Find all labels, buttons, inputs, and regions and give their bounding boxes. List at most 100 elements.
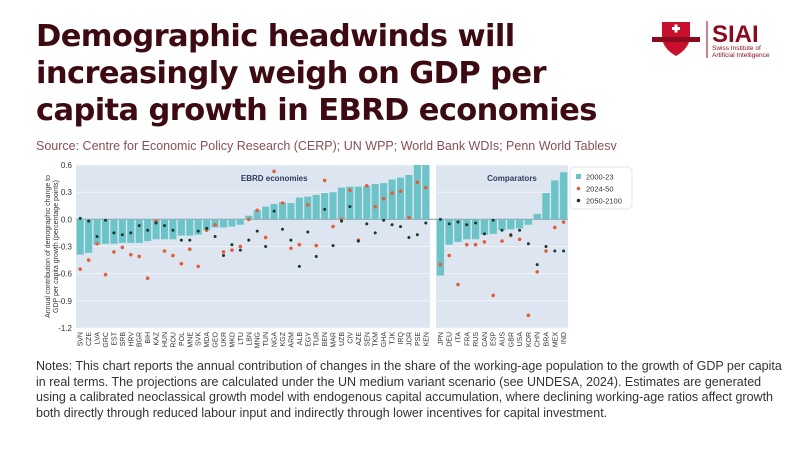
legend-swatch — [576, 174, 581, 179]
demographic-chart: 0.6 0.3 0.0 -0.3 -0.6 -0.9 -1.2 Annual contribu… — [45, 161, 633, 348]
x-tick-label: FRA — [464, 332, 471, 346]
bar-IND — [559, 172, 568, 220]
point-2050-2100-JOR — [407, 235, 411, 239]
x-tick-label: MNE — [187, 332, 194, 348]
point-2024-50-LTU — [238, 244, 243, 249]
bar-IRQ — [396, 177, 405, 220]
point-2024-50-CZE — [86, 258, 91, 262]
point-2050-2100-BRA — [544, 245, 548, 248]
bar-HUN — [160, 219, 169, 240]
bar-GBR — [507, 219, 515, 230]
x-tick-label: MNG — [255, 332, 262, 348]
x-tick-label: AUS — [500, 332, 507, 347]
point-2024-50-FRA — [465, 242, 469, 247]
y-axis-label: Annual contribution of demographic chang… — [45, 175, 60, 318]
x-tick-label: HUN — [162, 332, 169, 347]
point-2050-2100-BIH — [146, 228, 150, 232]
y-tick-label: -1.2 — [58, 324, 72, 333]
bar-HRV — [127, 219, 135, 243]
source-note: Source: Centre for Economic Policy Resea… — [36, 139, 617, 153]
point-2024-50-TKM — [373, 204, 378, 209]
point-2024-50-MAR — [331, 224, 335, 229]
point-2024-50-KOR — [526, 313, 531, 318]
x-tick-label: LVA — [95, 332, 102, 345]
x-tick-label: PSE — [415, 332, 422, 346]
bar-JPN — [436, 219, 445, 276]
point-2024-50-RUS — [473, 242, 478, 247]
point-2050-2100-EGY — [306, 230, 310, 234]
bar-MNG — [253, 210, 261, 220]
bar-FRA — [463, 219, 471, 240]
bar-BEN — [321, 193, 329, 220]
x-tick-label: TUR — [314, 332, 321, 346]
bar-SVK — [194, 219, 202, 235]
point-2024-50-BEN — [322, 178, 327, 183]
point-2024-50-ARM — [289, 246, 293, 251]
bar-LVA — [93, 219, 101, 245]
point-2024-50-AUS — [500, 239, 504, 243]
x-tick-label: NGA — [272, 332, 279, 348]
point-2050-2100-TJK — [390, 223, 394, 227]
bar-CZE — [85, 219, 93, 253]
point-2024-50-POL — [179, 261, 184, 266]
x-tick-label: UKR — [221, 332, 228, 347]
x-tick-label: ESP — [491, 332, 498, 346]
point-2050-2100-TKM — [373, 231, 377, 235]
point-2050-2100-BGR — [137, 224, 141, 228]
point-2024-50-LVA — [95, 241, 99, 246]
x-tick-label: HRV — [128, 332, 135, 347]
bar-ITA — [454, 219, 462, 242]
panel-label: EBRD economies — [241, 174, 308, 183]
shield-icon: SIAI Swiss Institute of Artificial Intel… — [652, 21, 770, 59]
legend-label: 2050-2100 — [586, 197, 622, 206]
x-tick-label: CAN — [482, 332, 489, 347]
point-2050-2100-HUN — [163, 224, 166, 228]
point-2024-50-SEN — [364, 184, 369, 188]
x-tick-label: IRQ — [398, 331, 405, 344]
point-2024-50-ITA — [456, 282, 460, 287]
point-2050-2100-MNG — [255, 229, 259, 233]
point-2024-50-ESP — [491, 293, 496, 298]
bar-MKD — [228, 219, 236, 227]
point-2050-2100-LTU — [238, 248, 242, 252]
bar-POL — [177, 219, 185, 236]
bar-AZE — [354, 186, 362, 220]
point-2050-2100-KOR — [526, 242, 530, 246]
bar-CAN — [480, 219, 489, 235]
svg-text:SIAI: SIAI — [712, 21, 759, 48]
point-2024-50-ROU — [171, 253, 175, 258]
bar-LTU — [236, 219, 244, 225]
legend-label: 2000-23 — [586, 173, 614, 182]
x-tick-label: CHN — [535, 332, 542, 347]
point-2050-2100-CHN — [535, 263, 539, 267]
bar-KEN — [422, 165, 430, 220]
point-2050-2100-ALB — [297, 264, 301, 268]
x-tick-label: SRB — [120, 332, 127, 347]
point-2024-50-KEN — [423, 185, 428, 190]
point-2050-2100-CIV — [348, 205, 352, 209]
bar-JOR — [405, 174, 413, 220]
bar-MAR — [329, 192, 337, 220]
svg-text:Artificial Intelligence: Artificial Intelligence — [712, 52, 770, 59]
legend-swatch — [576, 198, 581, 203]
bar-ARM — [287, 203, 295, 220]
bar-TJK — [388, 179, 396, 220]
bar-RUS — [471, 219, 480, 240]
point-2024-50-EST — [112, 250, 116, 254]
x-tick-label: GBR — [508, 332, 515, 347]
point-2024-50-JOR — [407, 215, 411, 220]
point-2024-50-CHN — [535, 270, 539, 274]
x-tick-label: TUN — [263, 332, 270, 346]
bar-MNE — [186, 219, 194, 236]
point-2050-2100-CZE — [87, 219, 91, 223]
point-2050-2100-AUS — [500, 228, 504, 232]
point-2050-2100-BEN — [323, 207, 327, 211]
bar-KAZ — [152, 219, 160, 240]
point-2050-2100-GHA — [382, 218, 386, 222]
point-2024-50-GEO — [213, 222, 217, 227]
bar-MEX — [551, 180, 559, 220]
x-tick-label: KAZ — [154, 331, 161, 345]
bar-UKR — [219, 219, 228, 228]
bar-USA — [515, 219, 524, 229]
x-tick-label: BRA — [544, 332, 551, 347]
